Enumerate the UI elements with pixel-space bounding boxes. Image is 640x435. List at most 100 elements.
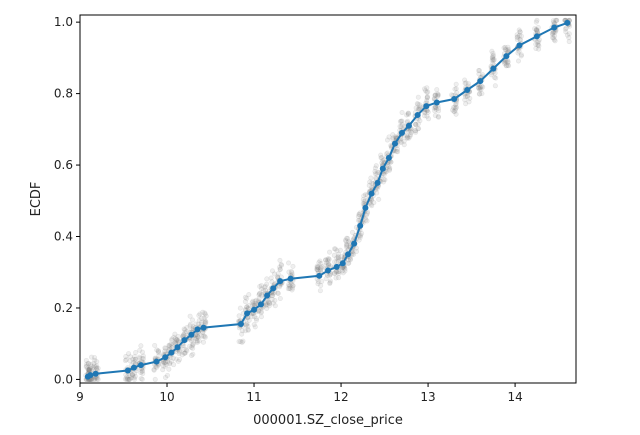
- bootstrap-point: [83, 364, 89, 370]
- bootstrap-point: [172, 331, 178, 337]
- ecdf-point: [200, 324, 207, 331]
- bootstrap-point: [202, 333, 208, 339]
- bootstrap-point: [317, 288, 323, 294]
- bootstrap-point: [417, 104, 423, 110]
- bootstrap-point: [514, 32, 520, 38]
- bootstrap-point: [379, 155, 385, 161]
- bootstrap-point: [372, 171, 378, 177]
- bootstrap-point: [187, 321, 193, 327]
- bootstrap-point: [251, 322, 257, 328]
- bootstrap-point: [480, 84, 486, 90]
- bootstrap-point: [343, 238, 349, 244]
- bootstrap-point: [368, 201, 374, 207]
- bootstrap-point: [93, 364, 99, 370]
- bootstrap-point: [477, 85, 483, 91]
- bootstrap-point: [453, 86, 459, 92]
- bootstrap-point: [535, 25, 541, 31]
- bootstrap-point: [138, 370, 144, 376]
- bootstrap-point: [327, 280, 333, 286]
- bootstrap-point: [353, 245, 359, 251]
- bootstrap-point: [355, 213, 361, 219]
- bootstrap-point: [476, 67, 482, 73]
- bootstrap-point: [189, 353, 195, 359]
- ecdf-point: [174, 344, 181, 351]
- bootstrap-point: [195, 334, 201, 340]
- x-axis-label: 000001.SZ_close_price: [253, 413, 403, 428]
- bootstrap-point: [551, 19, 557, 25]
- bootstrap-point: [199, 315, 205, 321]
- bootstrap-point: [342, 268, 348, 274]
- bootstrap-point: [566, 35, 572, 41]
- bootstrap-point: [161, 359, 167, 365]
- bootstrap-point: [92, 376, 98, 382]
- bootstrap-point: [278, 262, 284, 268]
- bootstrap-point: [288, 281, 294, 287]
- bootstrap-point: [277, 296, 283, 302]
- bootstrap-point: [275, 271, 281, 277]
- bootstrap-point: [268, 275, 274, 281]
- bootstrap-point: [129, 372, 135, 378]
- bootstrap-point: [534, 39, 540, 45]
- bootstrap-point: [436, 114, 442, 120]
- bootstrap-point: [413, 105, 419, 111]
- bootstrap-point: [385, 150, 391, 156]
- bootstrap-point: [325, 256, 331, 262]
- bootstrap-point: [277, 284, 283, 290]
- bootstrap-point: [126, 376, 132, 382]
- bootstrap-point: [198, 333, 204, 339]
- bootstrap-point: [516, 27, 522, 33]
- bootstrap-point: [479, 83, 485, 89]
- bootstrap-point: [319, 278, 325, 284]
- bootstrap-point: [426, 116, 432, 122]
- bootstrap-point: [366, 182, 372, 188]
- bootstrap-point: [127, 354, 133, 360]
- bootstrap-point: [266, 303, 272, 309]
- bootstrap-point: [287, 283, 293, 289]
- bootstrap-point: [182, 327, 188, 333]
- bootstrap-point: [323, 262, 329, 268]
- bootstrap-point: [202, 319, 208, 325]
- bootstrap-point: [269, 279, 275, 285]
- bootstrap-point: [362, 192, 368, 198]
- bootstrap-point: [323, 257, 329, 263]
- bootstrap-point: [518, 53, 524, 59]
- bootstrap-point: [517, 37, 523, 43]
- bootstrap-point: [243, 322, 249, 328]
- bootstrap-point: [332, 270, 338, 276]
- bootstrap-point: [505, 47, 511, 53]
- bootstrap-point: [244, 304, 250, 310]
- bootstrap-point: [95, 365, 101, 371]
- bootstrap-point: [327, 272, 333, 278]
- bootstrap-point: [317, 265, 323, 271]
- bootstrap-point: [327, 249, 333, 255]
- bootstrap-point: [424, 95, 430, 101]
- bootstrap-point: [137, 355, 143, 361]
- bootstrap-point: [435, 91, 441, 97]
- bootstrap-point: [91, 376, 97, 382]
- bootstrap-point: [266, 299, 272, 305]
- bootstrap-point: [131, 376, 137, 382]
- bootstrap-point: [190, 341, 196, 347]
- ecdf-point: [392, 140, 399, 147]
- bootstrap-point: [435, 114, 441, 120]
- bootstrap-point: [138, 343, 144, 349]
- bootstrap-point: [91, 363, 97, 369]
- bootstrap-point: [477, 85, 483, 91]
- bootstrap-point: [405, 110, 411, 116]
- bootstrap-point: [422, 110, 428, 116]
- bootstrap-point: [244, 295, 250, 301]
- bootstrap-point: [417, 118, 423, 124]
- bootstrap-point: [245, 305, 251, 311]
- bootstrap-point: [357, 210, 363, 216]
- bootstrap-point: [552, 33, 558, 39]
- bootstrap-point: [286, 260, 292, 266]
- bootstrap-point: [435, 92, 441, 98]
- bootstrap-point: [514, 34, 520, 40]
- bootstrap-point: [397, 139, 403, 145]
- ecdf-point: [345, 251, 352, 258]
- bootstrap-point: [124, 374, 130, 380]
- bootstrap-point: [251, 301, 257, 307]
- bootstrap-point: [136, 354, 142, 360]
- bootstrap-point: [267, 300, 273, 306]
- bootstrap-point: [490, 55, 496, 61]
